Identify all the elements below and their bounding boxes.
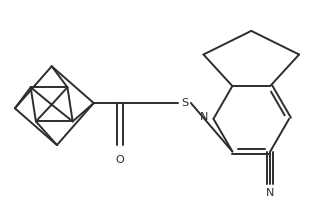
- Text: N: N: [266, 188, 274, 198]
- Text: S: S: [181, 98, 188, 108]
- Text: N: N: [200, 112, 208, 122]
- Text: O: O: [116, 155, 124, 164]
